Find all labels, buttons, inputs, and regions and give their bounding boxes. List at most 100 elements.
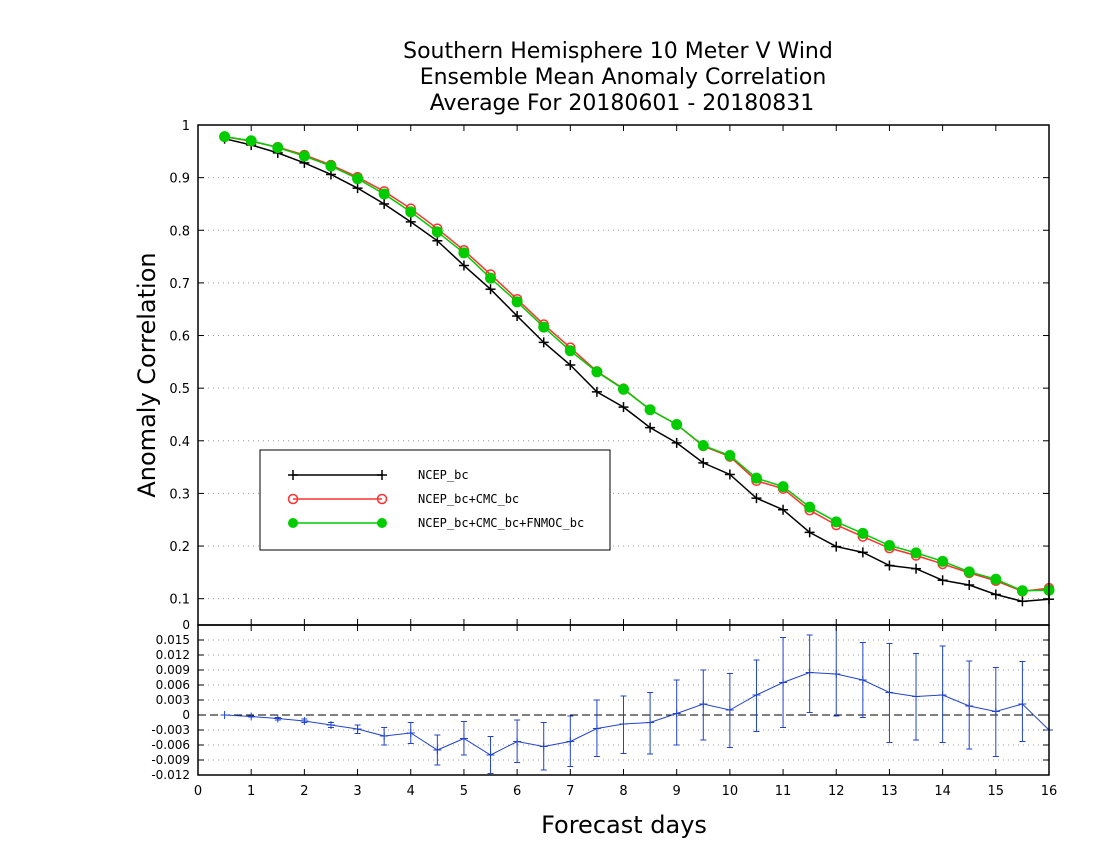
x-tick-label: 12 (828, 784, 845, 799)
difference-point (965, 702, 974, 710)
difference-point (433, 746, 442, 754)
data-point (778, 504, 789, 515)
data-point (379, 198, 390, 209)
legend-marker (377, 518, 387, 528)
difference-point (672, 709, 681, 718)
data-point (883, 540, 895, 552)
difference-point (592, 724, 601, 733)
bottom-y-tick-label: -0.003 (151, 723, 190, 737)
data-point (645, 422, 656, 433)
data-point (352, 173, 364, 185)
difference-point (326, 721, 335, 729)
x-tick-label: 0 (194, 784, 202, 799)
top-y-tick-label: 0.6 (169, 330, 190, 345)
data-point (512, 311, 523, 322)
bottom-y-tick-label: 0 (182, 708, 190, 722)
difference-point (353, 725, 362, 733)
data-point (937, 555, 949, 567)
difference-point (619, 720, 628, 728)
data-point (644, 404, 656, 416)
legend-marker (376, 493, 388, 505)
data-point (298, 150, 310, 162)
bottom-top-tick-label: 0 (182, 618, 190, 632)
data-point (485, 272, 497, 284)
legend-marker (287, 493, 299, 505)
difference-point (220, 711, 229, 719)
x-tick-label: 15 (988, 784, 1005, 799)
legend-label: NCEP_bc (418, 468, 469, 482)
data-point (618, 383, 629, 395)
difference-point (406, 729, 415, 737)
legend-label: NCEP_bc+CMC_bc+FNMOC_bc (418, 516, 584, 530)
legend-item: NCEP_bc+CMC_bc (287, 492, 519, 506)
data-point (671, 437, 682, 448)
difference-point (459, 734, 468, 743)
data-point (751, 493, 762, 504)
legend-box (259, 449, 611, 551)
data-point (1016, 585, 1028, 597)
data-point (884, 560, 895, 571)
top-y-tick-label: 0.1 (169, 593, 190, 608)
difference-point (725, 706, 734, 714)
difference-point (1018, 700, 1027, 708)
data-point (910, 547, 922, 559)
top-y-tick-label: 0.7 (169, 277, 190, 292)
data-point (458, 247, 470, 259)
data-point (352, 183, 363, 194)
difference-point (539, 742, 548, 751)
data-point (777, 481, 789, 493)
data-point (378, 188, 390, 200)
bottom-y-tick-label: -0.006 (151, 738, 190, 752)
difference-point (566, 737, 575, 746)
x-tick-label: 9 (673, 784, 681, 799)
data-point (538, 337, 549, 348)
x-tick-label: 14 (934, 784, 951, 799)
difference-point (247, 712, 256, 721)
data-point (405, 206, 417, 218)
data-point (591, 366, 603, 378)
data-point (831, 541, 842, 552)
data-point (804, 501, 816, 513)
data-point (964, 580, 975, 590)
difference-series (220, 624, 1053, 774)
bottom-panel: -0.012-0.009-0.006-0.00300.0030.0060.009… (151, 618, 1053, 782)
difference-point (832, 670, 841, 678)
x-tick-label: 13 (881, 784, 898, 799)
top-y-tick-label: 0.3 (169, 487, 190, 502)
top-y-tick-label: 0.8 (169, 224, 190, 239)
legend-item: NCEP_bc (288, 468, 469, 482)
difference-line (224, 671, 1050, 756)
bottom-y-tick-label: -0.009 (151, 753, 190, 767)
difference-point (779, 678, 788, 687)
data-point (485, 284, 496, 295)
difference-point (273, 714, 282, 723)
data-point (325, 160, 337, 172)
data-point (963, 566, 975, 578)
difference-point (991, 707, 1000, 716)
y-axis-label: Anomaly Correlation (133, 252, 161, 497)
top-y-tick-label: 0.2 (169, 540, 190, 555)
chart-title-line-1: Southern Hemisphere 10 Meter V Wind (403, 39, 833, 64)
legend-item: NCEP_bc+CMC_bc+FNMOC_bc (288, 516, 584, 530)
data-point (990, 573, 1002, 585)
data-point (405, 216, 416, 227)
x-tick-label: 2 (300, 784, 308, 799)
difference-point (513, 737, 522, 746)
x-tick-label: 16 (1041, 784, 1058, 799)
data-point (857, 527, 869, 539)
difference-point (752, 691, 761, 699)
bottom-y-tick-label: 0.006 (156, 678, 190, 692)
chart-title-line-2: Ensemble Mean Anomaly Correlation (420, 65, 827, 90)
data-point (697, 440, 709, 452)
x-tick-label: 1 (247, 784, 255, 799)
difference-point (300, 717, 309, 725)
bottom-y-tick-label: -0.012 (151, 768, 190, 782)
difference-point (486, 751, 495, 759)
data-point (750, 472, 762, 484)
data-point (564, 345, 576, 357)
data-point (937, 575, 948, 586)
x-tick-label: 4 (407, 784, 415, 799)
data-point (830, 516, 842, 528)
top-panel: 0.1 0.2 0.3 0.4 0.5 0.6 0.7 0.8 0.9 1 (169, 119, 1055, 626)
